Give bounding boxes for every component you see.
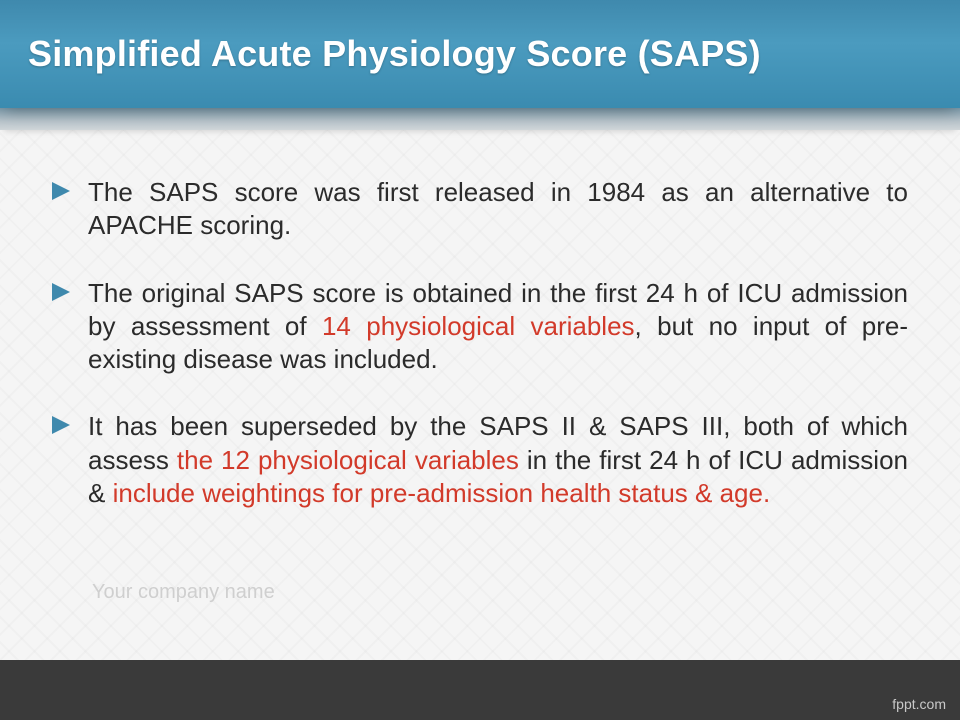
bullet-item: The original SAPS score is obtained in t… (52, 277, 908, 377)
bullet-arrow-icon (52, 416, 72, 434)
bullet-arrow-icon (52, 283, 72, 301)
highlight-text: the 12 physiological variables (177, 445, 519, 475)
bullet-item: It has been superseded by the SAPS II & … (52, 410, 908, 510)
title-shadow (0, 108, 960, 130)
content-area: The SAPS score was first released in 198… (0, 130, 960, 510)
highlight-text: 14 physiological variables (322, 311, 635, 341)
body-text: The SAPS score was first released in 198… (88, 177, 908, 240)
bullet-arrow-icon (52, 182, 72, 200)
company-watermark: Your company name (92, 581, 275, 604)
bullet-item: The SAPS score was first released in 198… (52, 176, 908, 243)
bullet-text: The original SAPS score is obtained in t… (88, 277, 908, 377)
title-bar: Simplified Acute Physiology Score (SAPS) (0, 0, 960, 108)
footer-bar: fppt.com (0, 660, 960, 720)
footer-brand: fppt.com (892, 696, 946, 712)
bullet-text: The SAPS score was first released in 198… (88, 176, 908, 243)
slide: Simplified Acute Physiology Score (SAPS)… (0, 0, 960, 720)
slide-title: Simplified Acute Physiology Score (SAPS) (28, 33, 761, 75)
bullet-text: It has been superseded by the SAPS II & … (88, 410, 908, 510)
highlight-text: include weightings for pre-admission hea… (113, 478, 771, 508)
